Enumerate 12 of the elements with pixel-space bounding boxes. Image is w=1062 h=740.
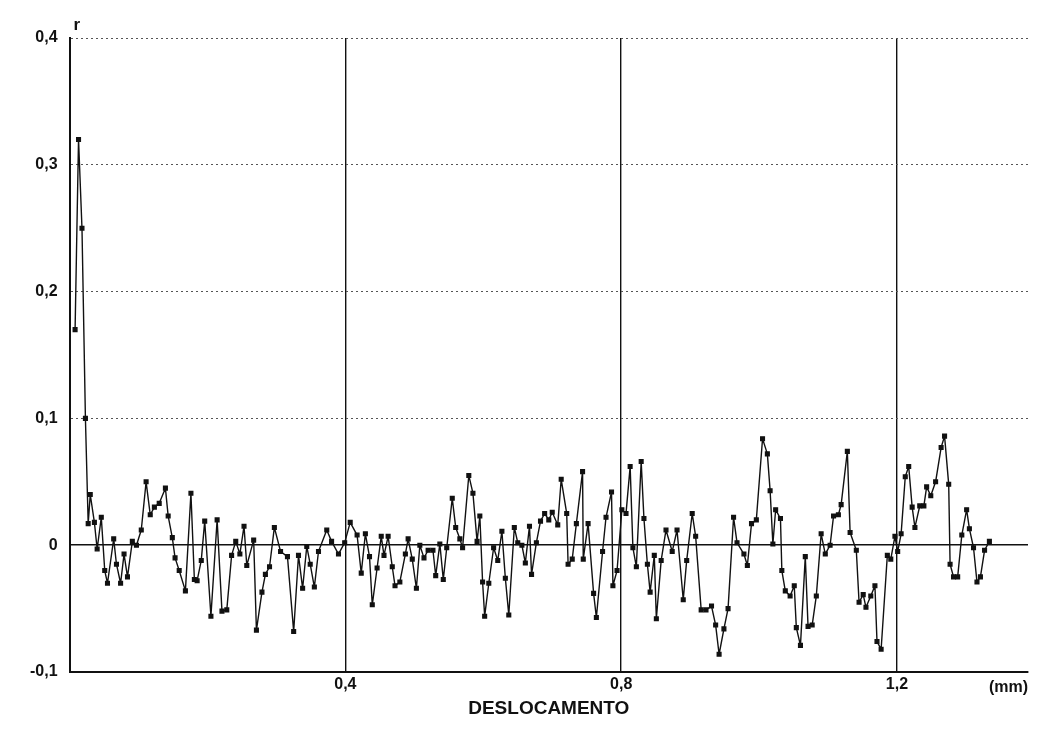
x-tick-label: 0,4 <box>334 675 357 693</box>
y-tick-label: 0,4 <box>35 28 58 46</box>
text: (mm) <box>988 678 1028 696</box>
y-tick-label: 0 <box>48 535 58 553</box>
y-axis-title: r <box>73 15 81 35</box>
x-tick-label: 1,2 <box>885 675 909 693</box>
x-tick-label: 0,8 <box>610 675 633 693</box>
x-axis-title: DESLOCAMENTO <box>468 696 630 718</box>
y-tick-label: -0,1 <box>29 662 58 680</box>
y-tick-label: 0,1 <box>35 408 58 426</box>
y-tick-label: 0,3 <box>35 155 58 173</box>
y-tick-label: 0,2 <box>35 282 58 300</box>
